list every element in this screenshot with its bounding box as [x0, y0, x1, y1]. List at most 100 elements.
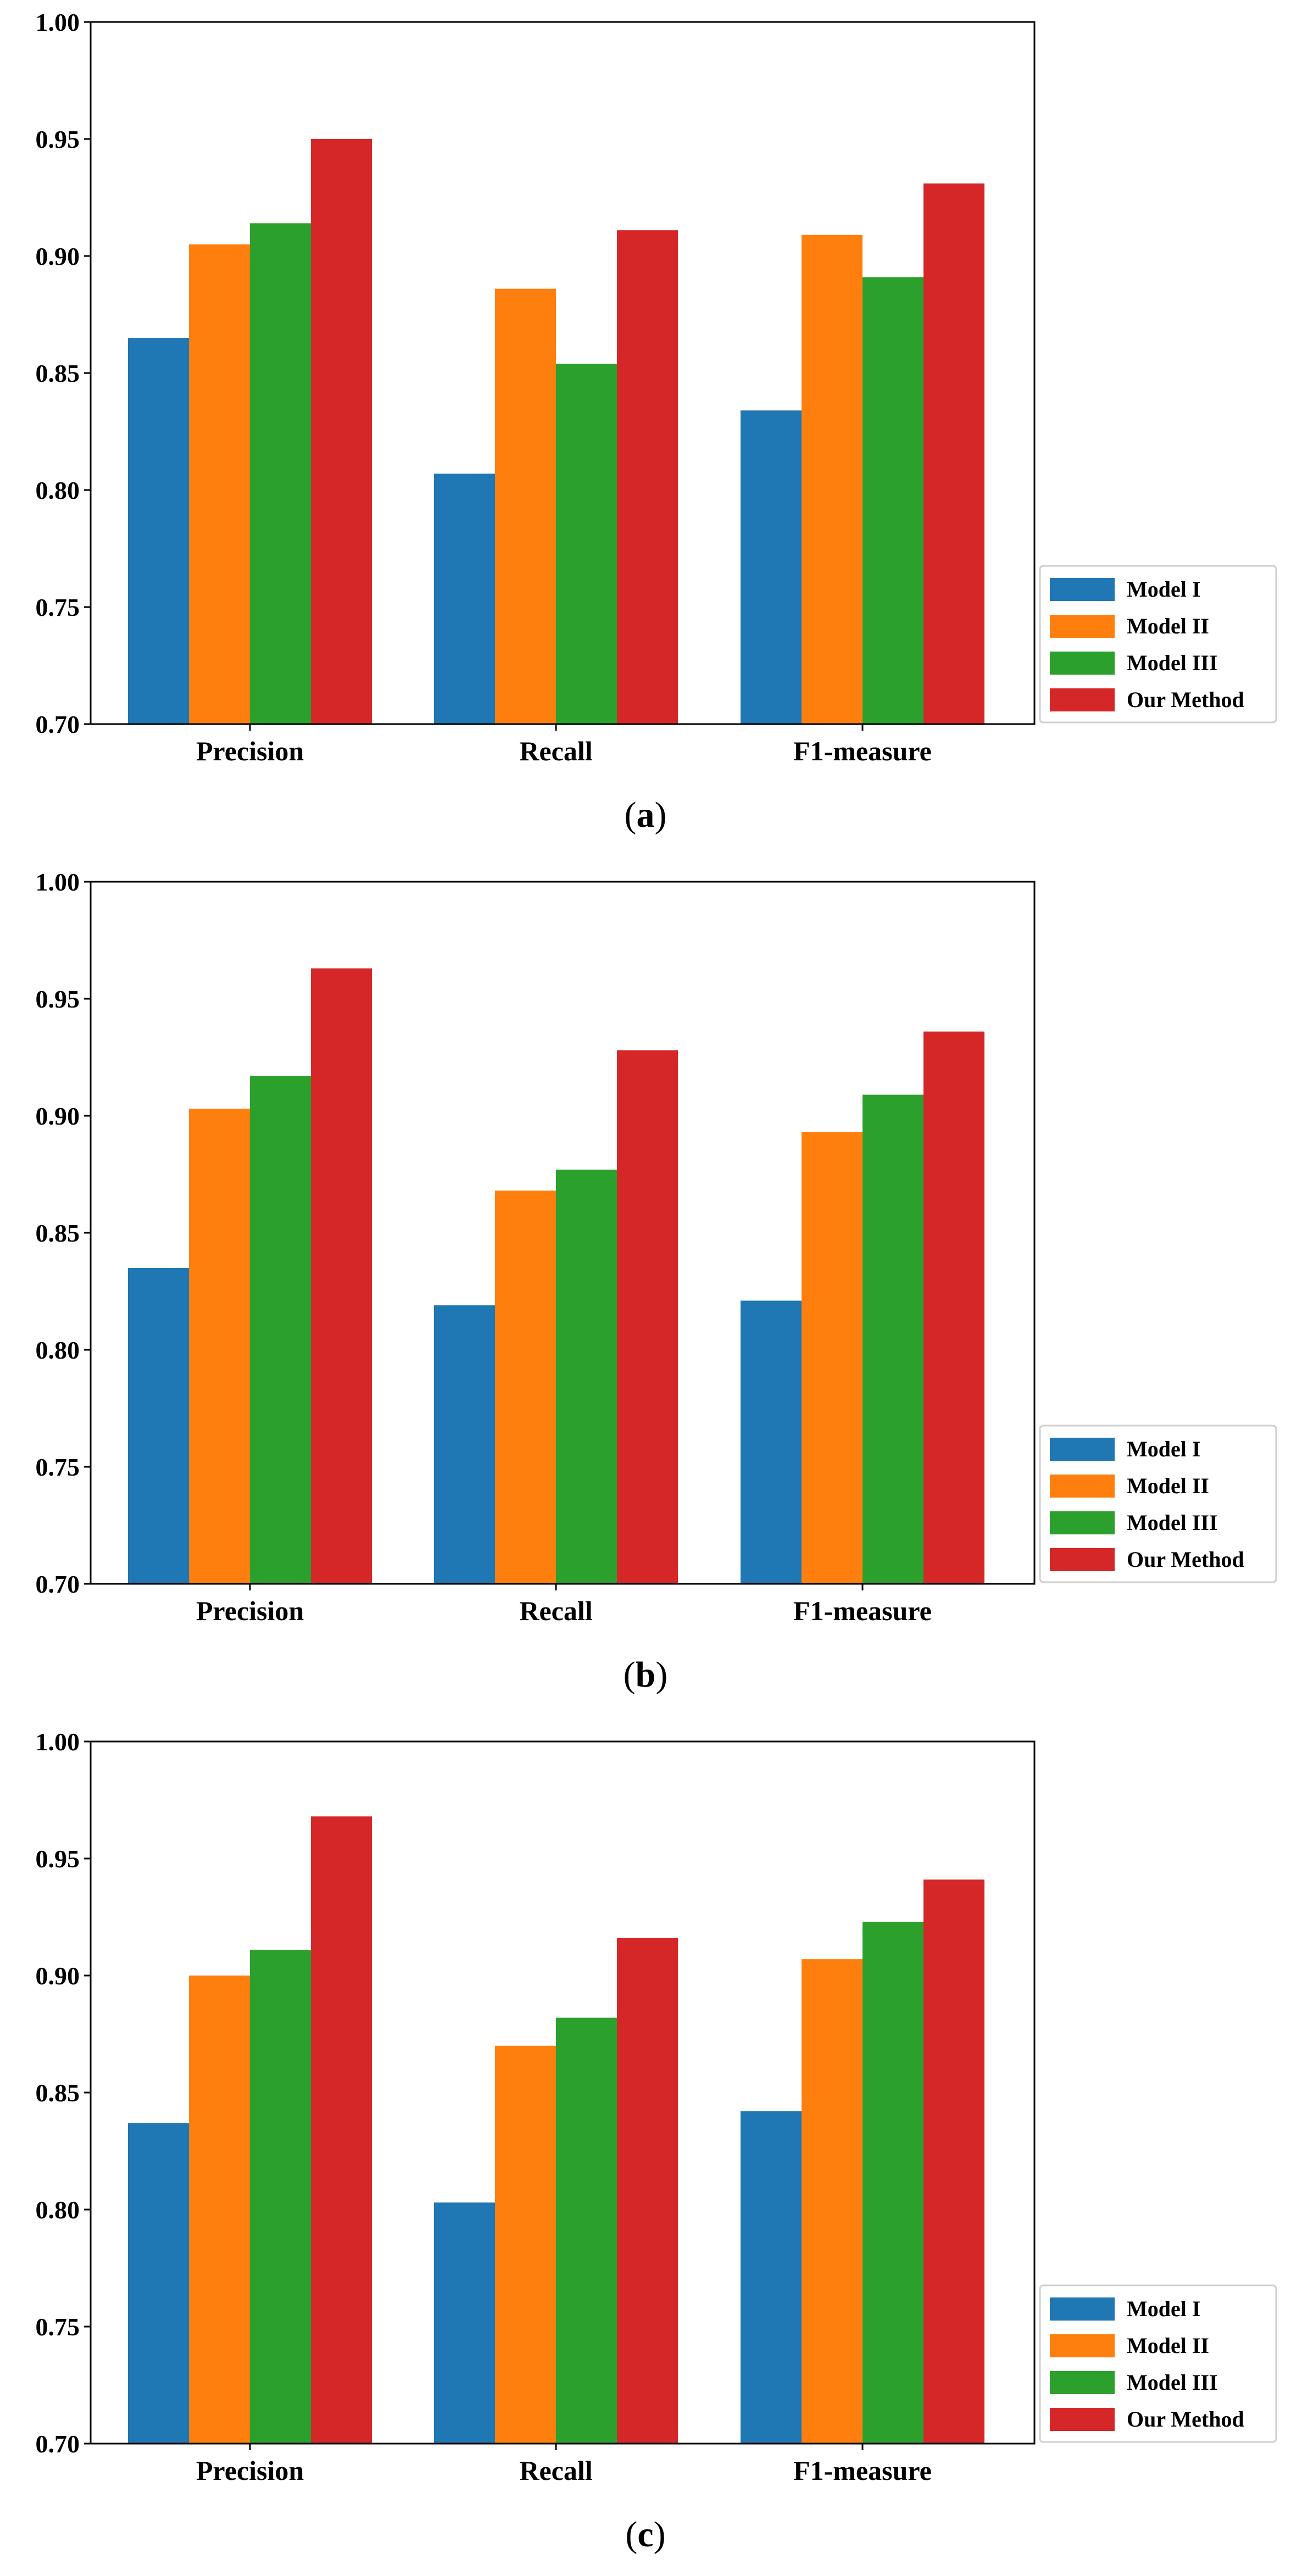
bar-model-iii-recall	[556, 363, 617, 724]
legend-box	[1039, 1425, 1277, 1583]
bar-model-ii-f1-measure	[802, 235, 862, 724]
bar-our-method-f1-measure	[923, 1031, 984, 1584]
y-tick-label: 0.95	[36, 1845, 80, 1873]
x-tick-label: Recall	[519, 736, 592, 766]
bar-our-method-f1-measure	[923, 183, 984, 724]
chart-panel-a: 0.70 0.75 0.80 0.85 0.90 0.95 1.00 Precision Rec…	[36, 8, 1277, 835]
bar-model-iii-precision	[250, 223, 311, 724]
legend-swatch-model-ii	[1050, 615, 1115, 638]
legend-label: Model II	[1127, 2333, 1209, 2358]
bar-model-iii-recall	[556, 1169, 617, 1584]
y-tick-label: 1.00	[36, 1728, 80, 1756]
legend-box	[1039, 2284, 1277, 2443]
y-tick-label: 0.90	[36, 1962, 80, 1990]
legend-box	[1039, 565, 1277, 724]
legend-label: Model II	[1127, 1473, 1209, 1498]
panel-caption: (c)	[625, 2514, 665, 2555]
bar-model-i-recall	[434, 2202, 495, 2444]
legend-label: Model III	[1127, 2370, 1218, 2395]
bar-our-method-recall	[617, 1938, 678, 2444]
y-tick-label: 0.80	[36, 2196, 80, 2224]
bar-model-i-precision	[128, 338, 189, 724]
legend-swatch-model-iii	[1050, 1511, 1115, 1534]
x-tick-label: Precision	[196, 1595, 304, 1626]
y-tick-label: 0.75	[36, 593, 80, 621]
y-tick-label: 1.00	[36, 8, 80, 36]
y-tick-label: 0.75	[36, 1453, 80, 1481]
panel-caption: (b)	[624, 1655, 668, 1695]
x-tick-label: F1-measure	[793, 1595, 932, 1626]
bar-our-method-recall	[617, 1050, 678, 1584]
bar-our-method-recall	[617, 230, 678, 724]
legend-label: Model I	[1127, 2296, 1200, 2321]
bar-model-ii-precision	[189, 244, 250, 724]
legend-swatch-our-method	[1050, 2408, 1115, 2431]
bar-model-i-f1-measure	[741, 2111, 802, 2444]
legend-label: Model III	[1127, 1510, 1218, 1535]
legend-label: Our Method	[1127, 2407, 1244, 2432]
bar-our-method-precision	[311, 1816, 372, 2444]
legend-label: Model I	[1127, 1437, 1200, 1461]
y-tick-label: 1.00	[36, 868, 80, 896]
bar-model-ii-precision	[189, 1109, 250, 1584]
bar-model-ii-f1-measure	[802, 1959, 862, 2444]
legend-label: Our Method	[1127, 687, 1244, 712]
y-tick-label: 0.85	[36, 1219, 80, 1247]
legend-swatch-model-ii	[1050, 1475, 1115, 1498]
bar-model-ii-f1-measure	[802, 1132, 862, 1584]
y-tick-label: 0.90	[36, 1102, 80, 1130]
x-tick-label: Precision	[196, 736, 304, 766]
y-tick-label: 0.85	[36, 359, 80, 387]
x-tick-label: Recall	[519, 2455, 592, 2486]
bar-model-iii-f1-measure	[862, 1094, 923, 1584]
y-tick-label: 0.85	[36, 2079, 80, 2107]
legend-label: Model II	[1127, 614, 1209, 638]
y-tick-label: 0.70	[36, 710, 80, 738]
bar-our-method-precision	[311, 968, 372, 1584]
legend-swatch-model-i	[1050, 578, 1115, 601]
legend-swatch-model-ii	[1050, 2334, 1115, 2357]
y-tick-label: 0.95	[36, 125, 80, 153]
panel-caption: (a)	[625, 795, 667, 835]
legend-swatch-model-i	[1050, 2297, 1115, 2321]
legend-swatch-model-iii	[1050, 652, 1115, 675]
bar-model-iii-precision	[250, 1076, 311, 1584]
bar-model-iii-f1-measure	[862, 1922, 923, 2444]
x-tick-label: Precision	[196, 2455, 304, 2486]
x-tick-label: F1-measure	[793, 736, 932, 766]
bar-model-ii-precision	[189, 1976, 250, 2444]
legend-swatch-model-i	[1050, 1438, 1115, 1461]
bar-our-method-precision	[311, 139, 372, 724]
y-tick-label: 0.70	[36, 1570, 80, 1598]
bar-model-i-precision	[128, 1267, 189, 1584]
bar-our-method-f1-measure	[923, 1879, 984, 2444]
bar-model-ii-recall	[495, 288, 556, 724]
bar-model-i-recall	[434, 474, 495, 724]
chart-panel-b: 0.70 0.75 0.80 0.85 0.90 0.95 1.00 Precision Rec…	[36, 868, 1277, 1695]
x-tick-label: F1-measure	[793, 2455, 932, 2486]
bar-model-i-f1-measure	[741, 410, 802, 724]
y-tick-label: 0.95	[36, 985, 80, 1013]
x-tick-label: Recall	[519, 1595, 592, 1626]
y-tick-label: 0.70	[36, 2430, 80, 2458]
bar-model-iii-f1-measure	[862, 277, 923, 725]
legend-swatch-model-iii	[1050, 2371, 1115, 2394]
bar-model-ii-recall	[495, 2045, 556, 2444]
y-tick-label: 0.90	[36, 242, 80, 270]
y-tick-label: 0.75	[36, 2313, 80, 2341]
bar-model-iii-precision	[250, 1950, 311, 2444]
legend-swatch-our-method	[1050, 1548, 1115, 1571]
bar-model-i-precision	[128, 2123, 189, 2444]
y-tick-label: 0.80	[36, 476, 80, 504]
legend-swatch-our-method	[1050, 688, 1115, 711]
y-tick-label: 0.80	[36, 1336, 80, 1364]
bar-model-i-f1-measure	[741, 1300, 802, 1584]
bar-model-ii-recall	[495, 1190, 556, 1584]
legend-label: Our Method	[1127, 1547, 1244, 1572]
legend-label: Model I	[1127, 577, 1200, 602]
chart-panel-c: 0.70 0.75 0.80 0.85 0.90 0.95 1.00 Precision Rec…	[36, 1728, 1277, 2555]
bar-model-i-recall	[434, 1305, 495, 1584]
legend-label: Model III	[1127, 650, 1218, 675]
bar-model-iii-recall	[556, 2017, 617, 2444]
